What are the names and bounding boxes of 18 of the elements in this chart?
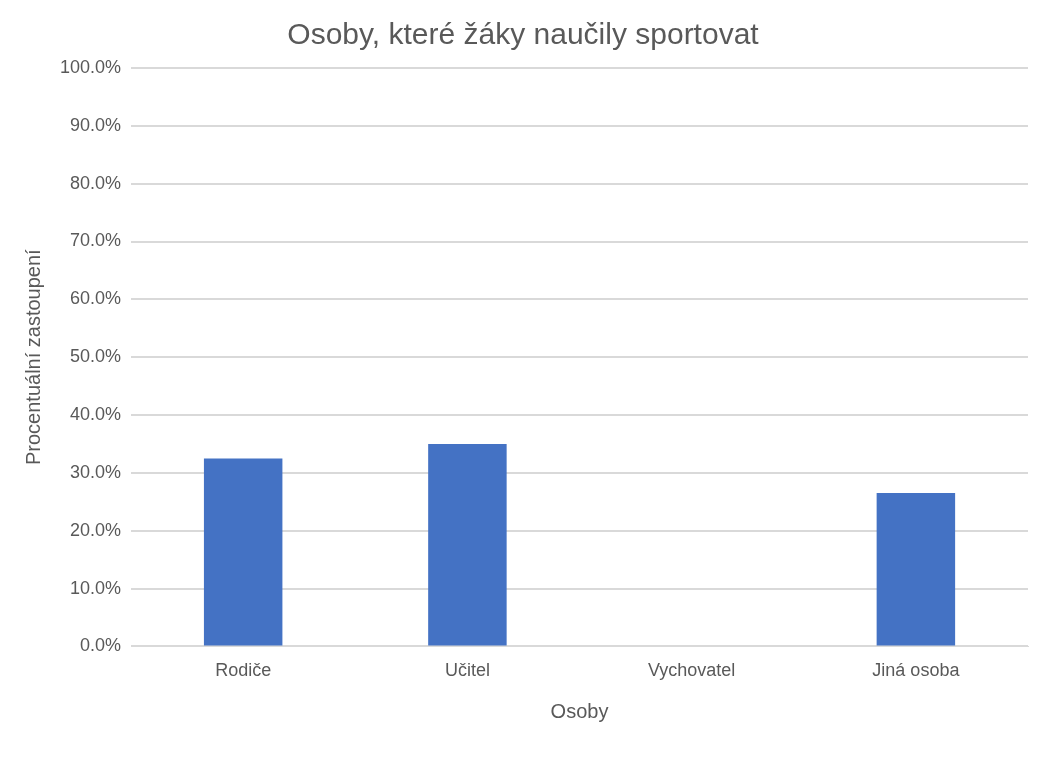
y-tick-label: 40.0% xyxy=(70,404,122,425)
x-tick-label: Učitel xyxy=(444,660,490,681)
y-tick-label: 50.0% xyxy=(70,346,122,367)
y-tick-label: 100.0% xyxy=(59,56,122,77)
x-axis-title: Osoby xyxy=(550,699,609,722)
x-tick-label: Rodiče xyxy=(215,660,272,681)
y-tick-label: 30.0% xyxy=(70,461,122,482)
y-tick-label: 20.0% xyxy=(70,519,122,540)
y-axis-title: Procentuální zastoupení xyxy=(21,248,44,466)
x-tick-label: Jiná osoba xyxy=(872,660,961,681)
y-tick-label: 10.0% xyxy=(70,577,122,598)
y-tick-label: 80.0% xyxy=(70,172,122,193)
y-tick-label: 0.0% xyxy=(80,635,122,656)
y-tick-label: 60.0% xyxy=(70,288,122,309)
y-tick-label: 90.0% xyxy=(70,114,122,135)
y-tick-label: 70.0% xyxy=(70,230,122,251)
chart-title: Osoby, které žáky naučily sportovat xyxy=(287,17,760,51)
x-tick-label: Vychovatel xyxy=(647,660,736,681)
